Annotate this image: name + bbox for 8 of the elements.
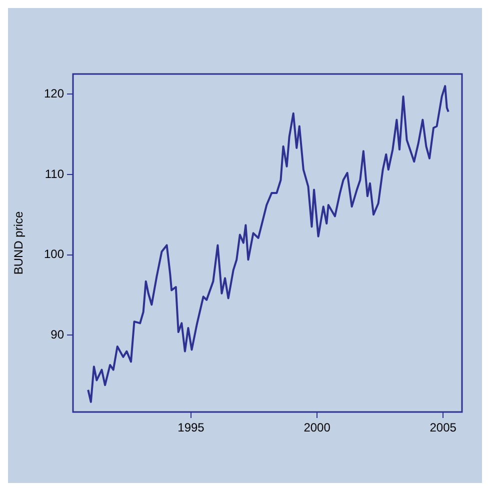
x-tick-label: 1995 (178, 420, 205, 435)
y-tick-label: 100 (44, 247, 64, 262)
y-axis-title: BUND price (12, 211, 26, 275)
x-tick-label: 2000 (304, 420, 331, 435)
y-tick-label: 110 (44, 166, 64, 181)
y-tick-label: 90 (50, 328, 64, 342)
x-tick-label: 2005 (430, 420, 457, 435)
y-tick-label: 120 (44, 86, 64, 100)
